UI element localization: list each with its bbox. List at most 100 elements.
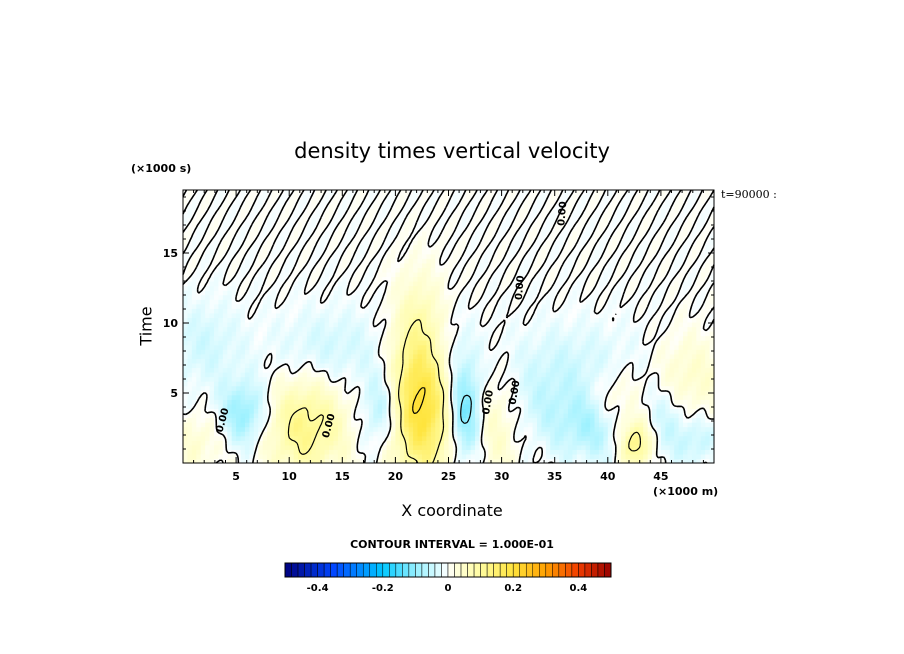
heat-cell <box>452 408 458 414</box>
heat-cell <box>218 335 224 341</box>
heat-cell <box>638 335 644 341</box>
heat-cell <box>253 326 259 332</box>
heat-cell <box>213 308 219 314</box>
heat-cell <box>351 376 357 382</box>
heat-cell <box>492 417 498 423</box>
heat-cell <box>329 367 335 373</box>
heat-cell <box>461 308 467 314</box>
heat-cell <box>705 426 711 432</box>
heat-cell <box>576 353 582 359</box>
heat-cell <box>581 312 587 318</box>
heat-cell <box>258 399 264 405</box>
heat-cell <box>267 440 273 446</box>
heat-cell <box>506 331 512 337</box>
heat-cell <box>196 294 202 300</box>
heat-cell <box>643 317 649 323</box>
heat-cell <box>625 303 631 309</box>
heat-cell <box>576 326 582 332</box>
heat-cell <box>585 358 591 364</box>
heat-cell <box>324 358 330 364</box>
heat-cell <box>377 276 383 282</box>
heat-cell <box>656 358 662 364</box>
heat-cell <box>346 312 352 318</box>
heat-cell <box>514 408 520 414</box>
heat-cell <box>687 349 693 355</box>
heat-cell <box>346 344 352 350</box>
heat-cell <box>501 440 507 446</box>
heat-cell <box>253 353 259 359</box>
heat-cell <box>417 340 423 346</box>
heat-cell <box>567 422 573 428</box>
heat-cell <box>554 362 560 369</box>
heat-cell <box>669 281 675 287</box>
heat-cell <box>324 385 330 391</box>
heat-cell <box>594 285 600 291</box>
heat-cell <box>311 381 317 387</box>
heat-cell <box>678 276 684 282</box>
heat-cell <box>488 321 494 328</box>
heat-cell <box>647 349 653 355</box>
heat-cell <box>209 385 215 391</box>
heat-cell <box>236 349 242 355</box>
heat-cell <box>280 458 286 464</box>
heat-cell <box>483 458 489 464</box>
heat-cell <box>683 381 689 387</box>
heat-cell <box>598 394 604 400</box>
heat-cell <box>514 358 520 364</box>
heat-cell <box>413 353 419 359</box>
heat-cell <box>537 353 543 359</box>
heat-cell <box>258 453 264 460</box>
heat-cell <box>674 308 680 314</box>
heat-cell <box>448 435 454 441</box>
heat-cell <box>404 458 410 464</box>
heat-cell <box>240 340 246 346</box>
heat-cell <box>537 449 543 455</box>
heat-cell <box>355 317 361 323</box>
heat-cell <box>625 403 631 409</box>
heat-cell <box>390 422 396 428</box>
heat-cell <box>298 381 304 387</box>
heat-cell <box>696 385 702 391</box>
heat-cell <box>329 331 335 337</box>
heat-cell <box>213 335 219 341</box>
heat-cell <box>444 349 450 355</box>
heat-cell <box>541 422 547 428</box>
heat-cell <box>342 444 348 450</box>
heat-cell <box>311 453 317 460</box>
heat-cell <box>413 390 419 396</box>
heat-cell <box>705 340 711 346</box>
heat-cell <box>550 362 556 369</box>
heat-cell <box>399 281 405 287</box>
heat-cell <box>590 308 596 314</box>
heat-cell <box>333 381 339 387</box>
heat-cell <box>705 353 711 359</box>
heat-cell <box>612 376 618 382</box>
heat-cell <box>696 321 702 328</box>
heat-cell <box>275 358 281 364</box>
heat-cell <box>298 367 304 373</box>
heat-cell <box>638 403 644 409</box>
heat-cell <box>497 303 503 309</box>
heat-cell <box>413 444 419 450</box>
heat-cell <box>373 326 379 332</box>
heat-cell <box>183 294 189 300</box>
heat-cell <box>368 458 374 464</box>
heat-cell <box>652 285 658 291</box>
heat-cell <box>545 390 551 396</box>
heat-cell <box>519 281 525 287</box>
heat-cell <box>306 331 312 337</box>
heat-cell <box>408 303 414 309</box>
heat-cell <box>652 449 658 455</box>
heat-cell <box>541 431 547 437</box>
heat-cell <box>404 312 410 318</box>
heat-cell <box>360 381 366 387</box>
heat-cell <box>674 331 680 337</box>
heat-cell <box>209 390 215 396</box>
heat-cell <box>390 440 396 446</box>
heat-cell <box>652 381 658 387</box>
heat-cell <box>629 431 635 437</box>
heat-cell <box>537 285 543 291</box>
heat-cell <box>457 353 463 359</box>
heat-cell <box>404 271 410 278</box>
heat-cell <box>258 440 264 446</box>
